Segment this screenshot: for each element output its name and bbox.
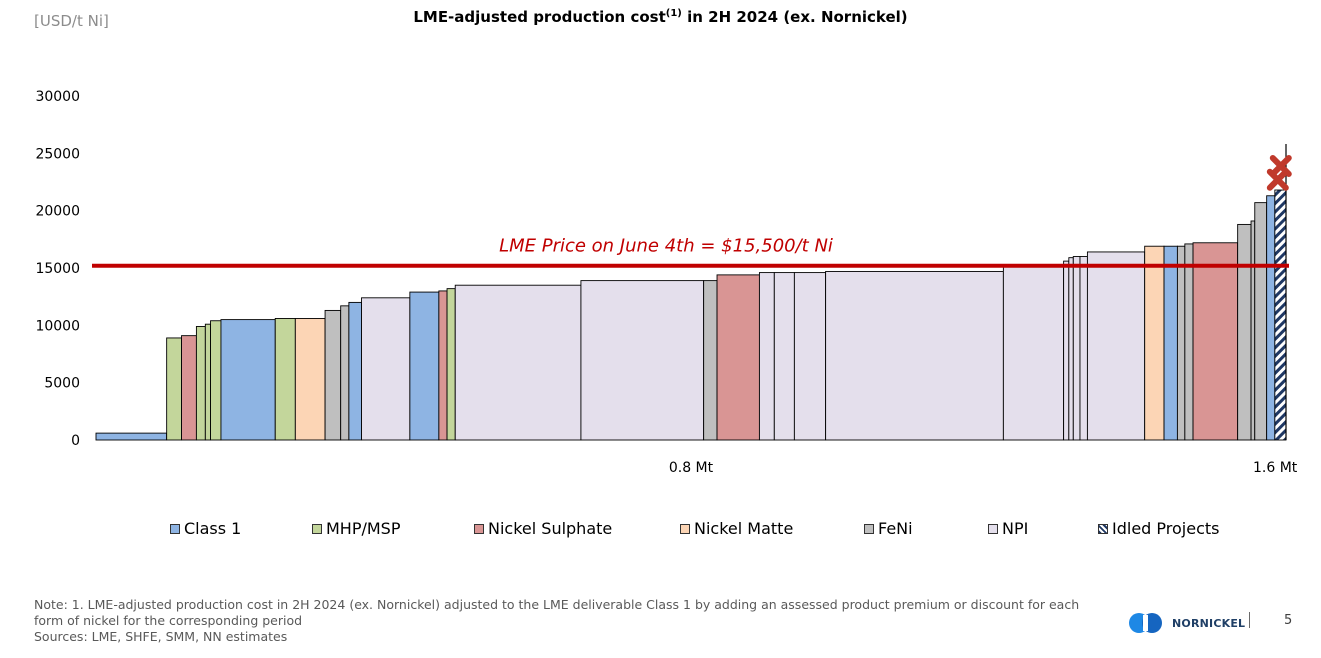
cost-bar-34: [1184, 243, 1194, 441]
y-axis-unit-label: [USD/t Ni]: [34, 12, 109, 30]
footer-divider: [1249, 612, 1250, 628]
legend-swatch: [680, 523, 690, 534]
legend-swatch: [864, 523, 874, 534]
legend-label: Nickel Matte: [694, 519, 794, 538]
cost-bar-6: [210, 320, 222, 441]
cost-bar-38: [1254, 202, 1268, 441]
cost-bar-11: [340, 305, 350, 441]
legend-item: NPI: [988, 519, 1028, 538]
cost-bar-36: [1237, 223, 1252, 441]
legend-item: Class 1: [170, 519, 241, 538]
legend-item: FeNi: [864, 519, 913, 538]
cost-bar-4: [195, 326, 206, 441]
cost-bar-26: [1063, 260, 1070, 441]
legend-item: Nickel Matte: [680, 519, 793, 538]
y-tick-label: 0: [71, 433, 80, 449]
idled-cross-marker-2: [1269, 154, 1292, 177]
y-tick-label: 5000: [44, 376, 80, 392]
y-tick-label: 25000: [35, 146, 80, 162]
legend-swatch: [1098, 523, 1108, 534]
legend-swatch: [312, 523, 322, 534]
cost-bar-25: [1002, 264, 1065, 441]
page-number: 5: [1284, 613, 1293, 628]
cost-bar-1: [95, 432, 168, 441]
legend-label: NPI: [1002, 519, 1029, 538]
cost-bar-37: [1250, 220, 1256, 441]
legend-swatch: [988, 523, 998, 534]
cost-bar-17: [454, 284, 582, 441]
legend-label: FeNi: [878, 519, 913, 538]
cost-bar-32: [1163, 245, 1178, 441]
cost-bar-16: [446, 288, 456, 441]
legend-label: MHP/MSP: [326, 519, 401, 538]
chart-title-footnote-mark: (1): [665, 8, 682, 19]
legend-item: Nickel Sulphate: [474, 519, 612, 538]
cost-bar-3: [181, 335, 197, 441]
lme-price-label: LME Price on June 4th = $15,500/t Ni: [499, 236, 833, 257]
legend-item: Idled Projects: [1098, 519, 1219, 538]
cost-curve-chart: 0 5000 10000 15000 20000 25000 30000 0.8 Mt 1.6 …: [35, 89, 1297, 476]
cost-bar-10: [324, 309, 342, 441]
reference-line-layer: LME Price on June 4th = $15,500/t Ni: [92, 236, 1289, 268]
legend-item: MHP/MSP: [312, 519, 400, 538]
cost-bar-30: [1086, 251, 1146, 441]
cost-bar-13: [361, 297, 411, 441]
cost-bar-33: [1176, 245, 1186, 441]
footnote-line-1: Note: 1. LME-adjusted production cost in…: [34, 597, 1080, 612]
cost-bar-2: [166, 337, 182, 441]
cost-bar-9: [294, 318, 326, 441]
y-tick-label: 10000: [35, 318, 80, 334]
brand-name: NORNICKEL: [1172, 616, 1246, 630]
legend-label: Idled Projects: [1112, 519, 1220, 538]
x-tick-label: 1.6 Mt: [1253, 460, 1298, 476]
legend-swatch: [170, 523, 180, 534]
legend-swatch: [474, 523, 484, 534]
cost-bar-35: [1192, 242, 1239, 441]
cost-bar-23: [793, 272, 827, 441]
cost-bar-14: [409, 291, 440, 441]
x-tick-label: 0.8 Mt: [669, 460, 714, 476]
cost-bar-20: [716, 274, 760, 441]
cost-bar-18: [580, 280, 705, 441]
cost-bar-39: [1266, 195, 1276, 441]
cost-bar-40: [1274, 189, 1287, 441]
chart-title-suffix: in 2H 2024 (ex. Nornickel): [681, 8, 908, 26]
legend-label: Nickel Sulphate: [488, 519, 613, 538]
brand-block: NORNICKEL: [1128, 609, 1245, 637]
cost-bar-28: [1072, 256, 1081, 441]
nornickel-logo-icon: [1129, 613, 1162, 633]
y-tick-label: 15000: [35, 261, 80, 277]
y-tick-label: 30000: [35, 89, 80, 105]
chart-title: LME-adjusted production cost(1) in 2H 20…: [0, 8, 1321, 26]
cost-bar-12: [348, 301, 362, 441]
legend-label: Class 1: [184, 519, 242, 538]
cost-bar-31: [1144, 245, 1165, 441]
cost-bar-27: [1068, 257, 1074, 441]
cost-bar-19: [703, 280, 718, 441]
chart-legend: Class 1 MHP/MSP Nickel Sulphate Nickel Matt…: [170, 519, 1270, 541]
y-tick-label: 20000: [35, 204, 80, 220]
cost-bar-15: [438, 290, 448, 441]
footnote: Note: 1. LME-adjusted production cost in…: [34, 597, 1094, 645]
marker-layer: [1266, 154, 1292, 191]
footnote-sources: Sources: LME, SHFE, SMM, NN estimates: [34, 629, 288, 644]
bars-layer: [95, 189, 1287, 441]
cost-bar-24: [825, 270, 1004, 441]
cost-bar-7: [220, 319, 276, 441]
chart-title-text: LME-adjusted production cost: [413, 8, 666, 26]
cost-bar-21: [758, 272, 775, 441]
cost-bar-8: [274, 318, 296, 441]
cost-bar-29: [1079, 256, 1088, 441]
cost-bar-22: [773, 272, 795, 441]
axis-layer: 0 5000 10000 15000 20000 25000 30000 0.8 Mt 1.6 …: [35, 89, 1297, 476]
footnote-line-2: form of nickel for the corresponding per…: [34, 613, 303, 628]
cost-bar-5: [204, 323, 211, 441]
